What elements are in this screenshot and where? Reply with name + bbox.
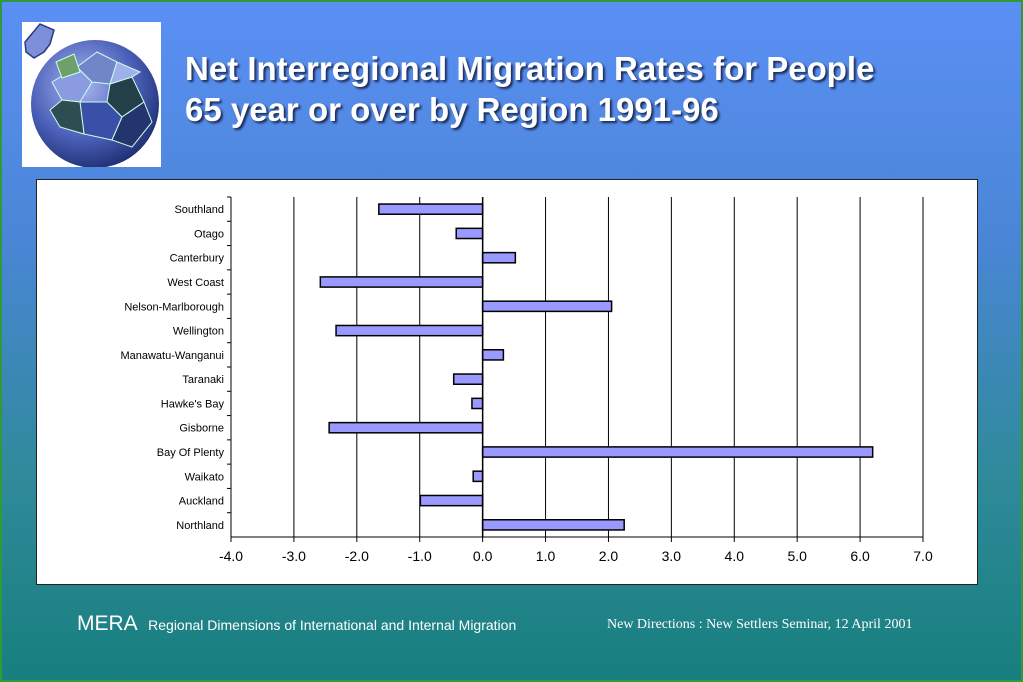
bar — [471, 397, 484, 410]
bar — [378, 203, 484, 215]
footer-left: MERA Regional Dimensions of Internationa… — [77, 612, 516, 636]
bar — [481, 446, 874, 458]
bar — [335, 324, 484, 337]
category-label: Canterbury — [170, 253, 225, 265]
x-tick-label: 6.0 — [850, 548, 870, 564]
title-line-1: Net Interregional Migration Rates for Pe… — [185, 50, 875, 87]
bar — [481, 251, 517, 264]
bar — [452, 373, 484, 385]
footer-brand: MERA — [77, 612, 138, 635]
bar-chart: -4.0 -3.0 -2.0 -1.0 0.0 1.0 2.0 3.0 4.0 5.0 6.0 7.0… — [120, 196, 933, 564]
chart-panel: -4.0 -3.0 -2.0 -1.0 0.0 1.0 2.0 3.0 4.0 5.0 6.0 7.0… — [36, 179, 978, 585]
category-label: Northland — [176, 520, 224, 532]
category-label: Manawatu-Wanganui — [120, 350, 224, 362]
x-tick-label: 7.0 — [913, 548, 933, 564]
bar — [472, 470, 484, 483]
category-label: Gisborne — [179, 423, 224, 435]
x-tick-label: 5.0 — [787, 548, 807, 564]
category-label: Hawke's Bay — [161, 398, 225, 410]
footer-event: New Directions : New Settlers Seminar, 1… — [607, 617, 913, 632]
slide-title: Net Interregional Migration Rates for Pe… — [185, 48, 985, 130]
x-tick-label: -4.0 — [219, 548, 243, 564]
bar — [481, 519, 625, 531]
category-label: Nelson-Marlborough — [124, 301, 224, 313]
bar — [481, 300, 613, 313]
category-label: Bay Of Plenty — [157, 447, 225, 459]
bar — [481, 349, 505, 361]
x-tick-label: -3.0 — [282, 548, 306, 564]
category-label: Otago — [194, 228, 224, 240]
x-tick-label: 0.0 — [473, 548, 493, 564]
x-tick-label: 1.0 — [536, 548, 556, 564]
bar — [419, 494, 484, 507]
x-tick-label: 2.0 — [599, 548, 619, 564]
footer-subtitle: Regional Dimensions of International and… — [148, 617, 517, 633]
title-line-2: 65 year or over by Region 1991-96 — [185, 91, 719, 128]
category-label: Waikato — [185, 471, 224, 483]
category-label: Wellington — [173, 326, 224, 338]
x-tick-label: -2.0 — [345, 548, 369, 564]
category-label: Taranaki — [182, 374, 224, 386]
category-label: West Coast — [167, 277, 224, 289]
x-tick-label: 4.0 — [725, 548, 745, 564]
x-tick-label: 3.0 — [662, 548, 682, 564]
category-label: Auckland — [179, 496, 224, 508]
x-tick-label: -1.0 — [408, 548, 432, 564]
globe-jigsaw-icon — [22, 22, 161, 168]
bar — [319, 276, 484, 288]
bar — [328, 421, 484, 434]
bar — [455, 227, 484, 240]
category-label: Southland — [174, 204, 224, 216]
